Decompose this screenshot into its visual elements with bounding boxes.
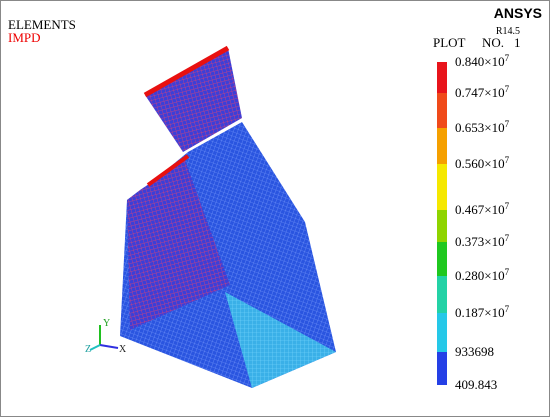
- legend-label-base: 0.187×10: [455, 305, 505, 320]
- legend-label-exp: 7: [505, 304, 510, 314]
- legend-label-exp: 7: [505, 119, 510, 129]
- legend-swatch: [437, 313, 447, 352]
- legend-label-exp: 7: [505, 155, 510, 165]
- axis-label: X: [119, 344, 127, 355]
- legend-swatch: [437, 62, 447, 93]
- legend-swatch: [437, 93, 447, 128]
- legend-label-exp: 7: [505, 53, 510, 63]
- legend-label-base: 409.843: [455, 377, 497, 392]
- legend-swatch: [437, 352, 447, 385]
- legend-label-base: 0.653×10: [455, 120, 505, 135]
- brand: ANSYS: [494, 5, 542, 21]
- axis-label: Z: [85, 344, 91, 355]
- legend-label-base: 0.747×10: [455, 85, 505, 100]
- plot-label: PLOT: [433, 35, 466, 50]
- legend-label: 0.373×107: [455, 233, 510, 249]
- plot-no: 1: [514, 35, 521, 50]
- legend-label-exp: 7: [505, 201, 510, 211]
- legend-label: 409.843: [455, 377, 497, 392]
- axis-triad: Y Z X: [85, 318, 127, 355]
- legend-label: 0.840×107: [455, 53, 510, 69]
- legend-label-base: 933698: [455, 344, 494, 359]
- legend-swatch: [437, 242, 447, 276]
- legend-swatch: [437, 164, 447, 210]
- legend-label: 0.280×107: [455, 267, 510, 283]
- plot-no-label: NO.: [482, 35, 504, 50]
- legend-label: 0.467×107: [455, 201, 510, 217]
- legend-label: 933698: [455, 344, 494, 359]
- legend: 0.840×1070.747×1070.653×1070.560×1070.46…: [437, 53, 510, 392]
- legend-label-base: 0.840×10: [455, 54, 505, 69]
- legend-label-exp: 7: [505, 267, 510, 277]
- legend-label: 0.187×107: [455, 304, 510, 320]
- legend-label-base: 0.373×10: [455, 234, 505, 249]
- legend-label-exp: 7: [505, 233, 510, 243]
- legend-swatch: [437, 128, 447, 164]
- result-label: IMPD: [8, 30, 41, 45]
- legend-label: 0.560×107: [455, 155, 510, 171]
- model: [120, 45, 336, 388]
- axis-label: Y: [103, 318, 110, 329]
- legend-label: 0.747×107: [455, 84, 510, 100]
- legend-label-base: 0.467×10: [455, 202, 505, 217]
- legend-label-exp: 7: [505, 84, 510, 94]
- legend-label: 0.653×107: [455, 119, 510, 135]
- legend-swatch: [437, 276, 447, 313]
- legend-label-base: 0.280×10: [455, 268, 505, 283]
- element-label: ELEMENTS: [8, 17, 76, 32]
- version: R14.5: [496, 26, 520, 37]
- legend-swatch: [437, 210, 447, 242]
- legend-label-base: 0.560×10: [455, 156, 505, 171]
